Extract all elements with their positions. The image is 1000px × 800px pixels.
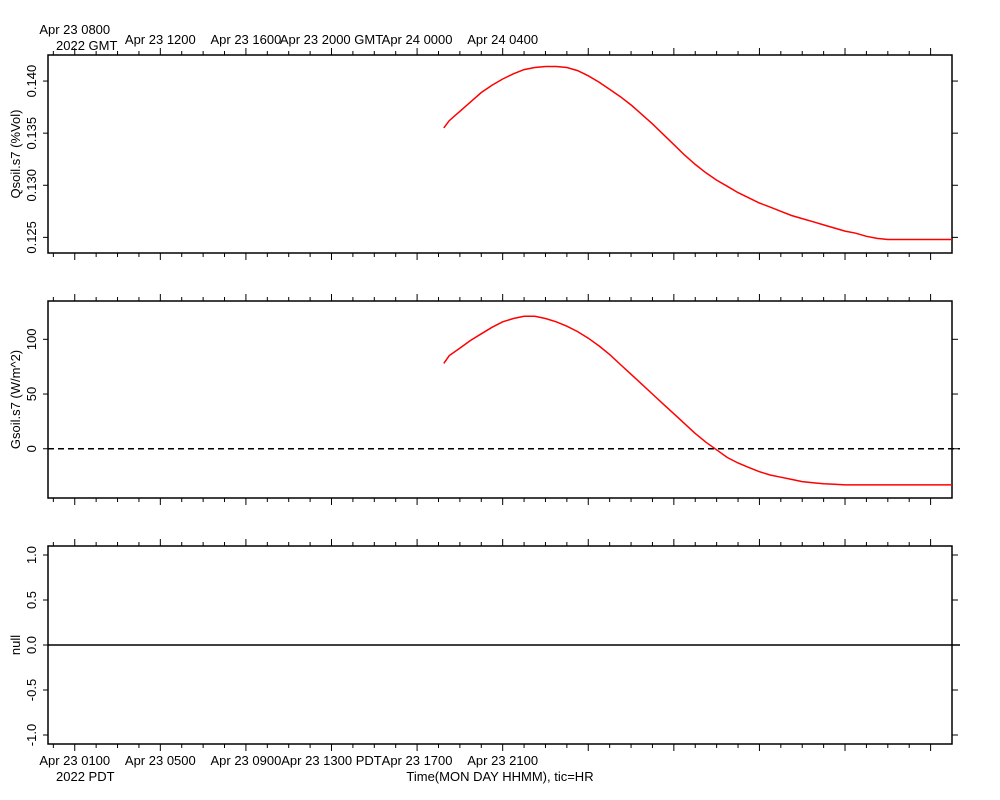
top-time-label: Apr 23 1200 <box>125 32 196 47</box>
y-tick-label: 0.135 <box>24 117 39 150</box>
y-tick-label: -1.0 <box>24 724 39 746</box>
x-axis-title: Time(MON DAY HHMM), tic=HR <box>406 769 593 784</box>
y-tick-label: 0.130 <box>24 169 39 202</box>
y-tick-label: 0.125 <box>24 221 39 254</box>
y-tick-label: 50 <box>24 387 39 401</box>
y-axis-title: Qsoil.s7 (%Vol) <box>8 110 23 199</box>
top-time-label: Apr 23 0800 <box>39 22 110 37</box>
bottom-time-label: Apr 23 0900 <box>210 753 281 768</box>
y-tick-label: -0.5 <box>24 679 39 701</box>
y-tick-label: 1.0 <box>24 546 39 564</box>
top-year-label: 2022 GMT <box>56 38 117 53</box>
y-axis-title: Gsoil.s7 (W/m^2) <box>8 350 23 449</box>
y-tick-label: 100 <box>24 328 39 350</box>
y-tick-label: 0.140 <box>24 65 39 98</box>
bottom-time-label: Apr 23 1300 PDT <box>281 753 382 768</box>
bottom-time-axis: 2022 PDT Time(MON DAY HHMM), tic=HR Apr … <box>39 753 593 784</box>
top-time-label: Apr 24 0400 <box>467 32 538 47</box>
bottom-year-label: 2022 PDT <box>56 769 115 784</box>
bottom-time-label: Apr 23 0500 <box>125 753 196 768</box>
plot-frame <box>47 54 953 254</box>
y-axis-title: null <box>8 635 23 655</box>
y-tick-label: 0 <box>24 445 39 452</box>
top-time-label: Apr 23 1600 <box>210 32 281 47</box>
bottom-time-label: Apr 23 0100 <box>39 753 110 768</box>
bottom-time-label: Apr 23 1700 <box>382 753 453 768</box>
series-line-gsoil-s7 <box>443 315 952 486</box>
chart-panel-3: -1.0 -0.5 0.0 0.5 1.0 null <box>8 539 960 751</box>
top-time-label: Apr 24 0000 <box>382 32 453 47</box>
y-tick-label: 0.0 <box>24 636 39 654</box>
bottom-time-label: Apr 23 2100 <box>467 753 538 768</box>
plot-frame <box>47 300 953 499</box>
top-time-axis: 2022 GMT Apr 23 0800 Apr 23 1200 Apr 23 16… <box>39 22 538 53</box>
top-time-label: Apr 23 2000 GMT <box>280 32 383 47</box>
series-line-qsoil-s7 <box>443 65 952 241</box>
y-tick-label: 0.5 <box>24 591 39 609</box>
